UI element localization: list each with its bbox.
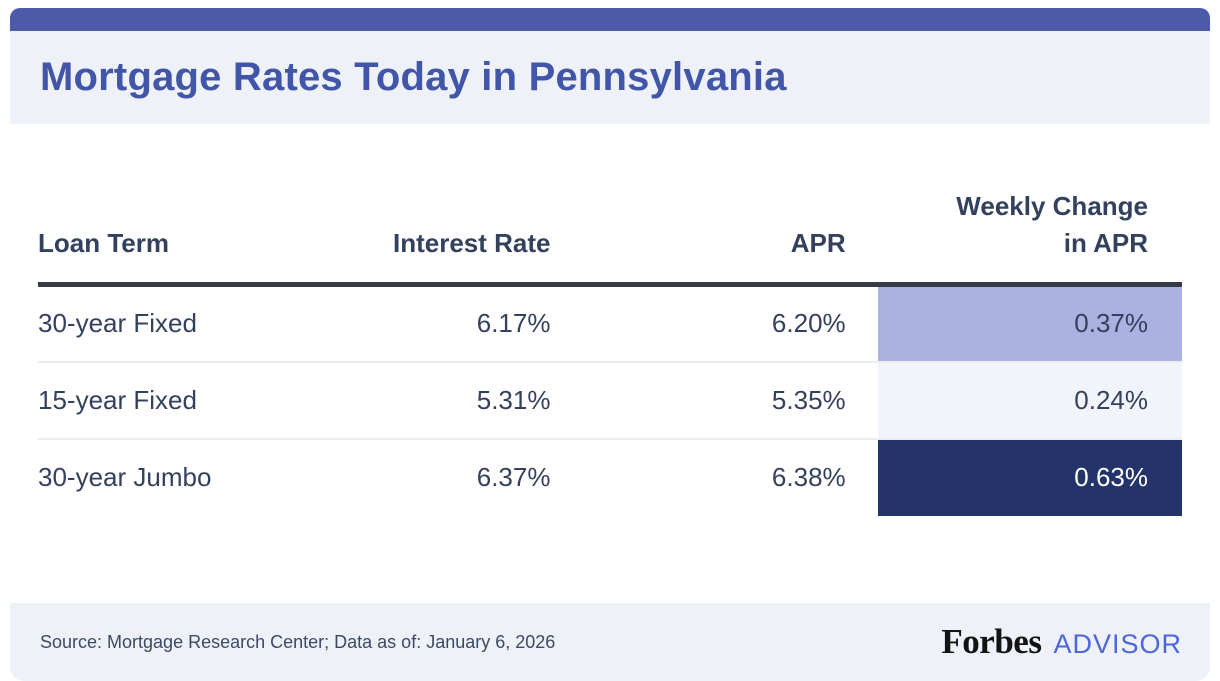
apr-cell: 6.38% <box>771 462 846 492</box>
interest-rate-cell: 6.37% <box>476 462 551 492</box>
mortgage-rates-table: Loan Term Interest Rate APR Weekly Chang… <box>38 188 1182 516</box>
forbes-wordmark: Forbes <box>941 622 1042 661</box>
source-attribution: Source: Mortgage Research Center; Data a… <box>40 631 556 652</box>
weekly-change-cell: 0.24% <box>877 361 1182 440</box>
apr-cell: 6.20% <box>550 284 878 363</box>
weekly-change-cell: 0.63% <box>877 438 1182 516</box>
column-header-weekly-change-label: Weekly Change in APR <box>956 191 1148 258</box>
top-accent-bar <box>10 8 1210 31</box>
table-row: 15-year Fixed 5.31% 5.35% 0.24% <box>38 361 1182 440</box>
loan-term-cell: 30-year Fixed <box>38 284 393 363</box>
advisor-wordmark: ADVISOR <box>1053 629 1182 659</box>
loan-term-cell: 15-year Fixed <box>38 361 393 440</box>
weekly-change-cell: 0.37% <box>877 284 1182 363</box>
column-header-apr: APR <box>550 188 878 287</box>
table-section: Loan Term Interest Rate APR Weekly Chang… <box>10 188 1210 603</box>
infographic-frame: Mortgage Rates Today in Pennsylvania Loa… <box>10 8 1210 681</box>
loan-term-cell: 30-year Jumbo <box>38 462 212 492</box>
column-header-weekly-change: Weekly Change in APR <box>877 188 1182 287</box>
interest-rate-cell: 5.31% <box>392 361 551 440</box>
apr-cell: 5.35% <box>550 361 878 440</box>
header-band: Mortgage Rates Today in Pennsylvania <box>10 31 1210 124</box>
table-row: 30-year Jumbo 6.37% 6.38% 0.63% <box>38 438 1182 516</box>
table-row: 30-year Fixed 6.17% 6.20% 0.37% <box>38 284 1182 363</box>
interest-rate-cell: 6.17% <box>392 284 551 363</box>
forbes-advisor-logo: Forbes ADVISOR <box>941 622 1182 662</box>
column-header-loan-term: Loan Term <box>38 188 393 287</box>
page-title: Mortgage Rates Today in Pennsylvania <box>40 55 787 99</box>
footer-band: Source: Mortgage Research Center; Data a… <box>10 603 1210 681</box>
column-header-interest-rate: Interest Rate <box>392 188 551 287</box>
table-header-row: Loan Term Interest Rate APR Weekly Chang… <box>38 188 1182 287</box>
